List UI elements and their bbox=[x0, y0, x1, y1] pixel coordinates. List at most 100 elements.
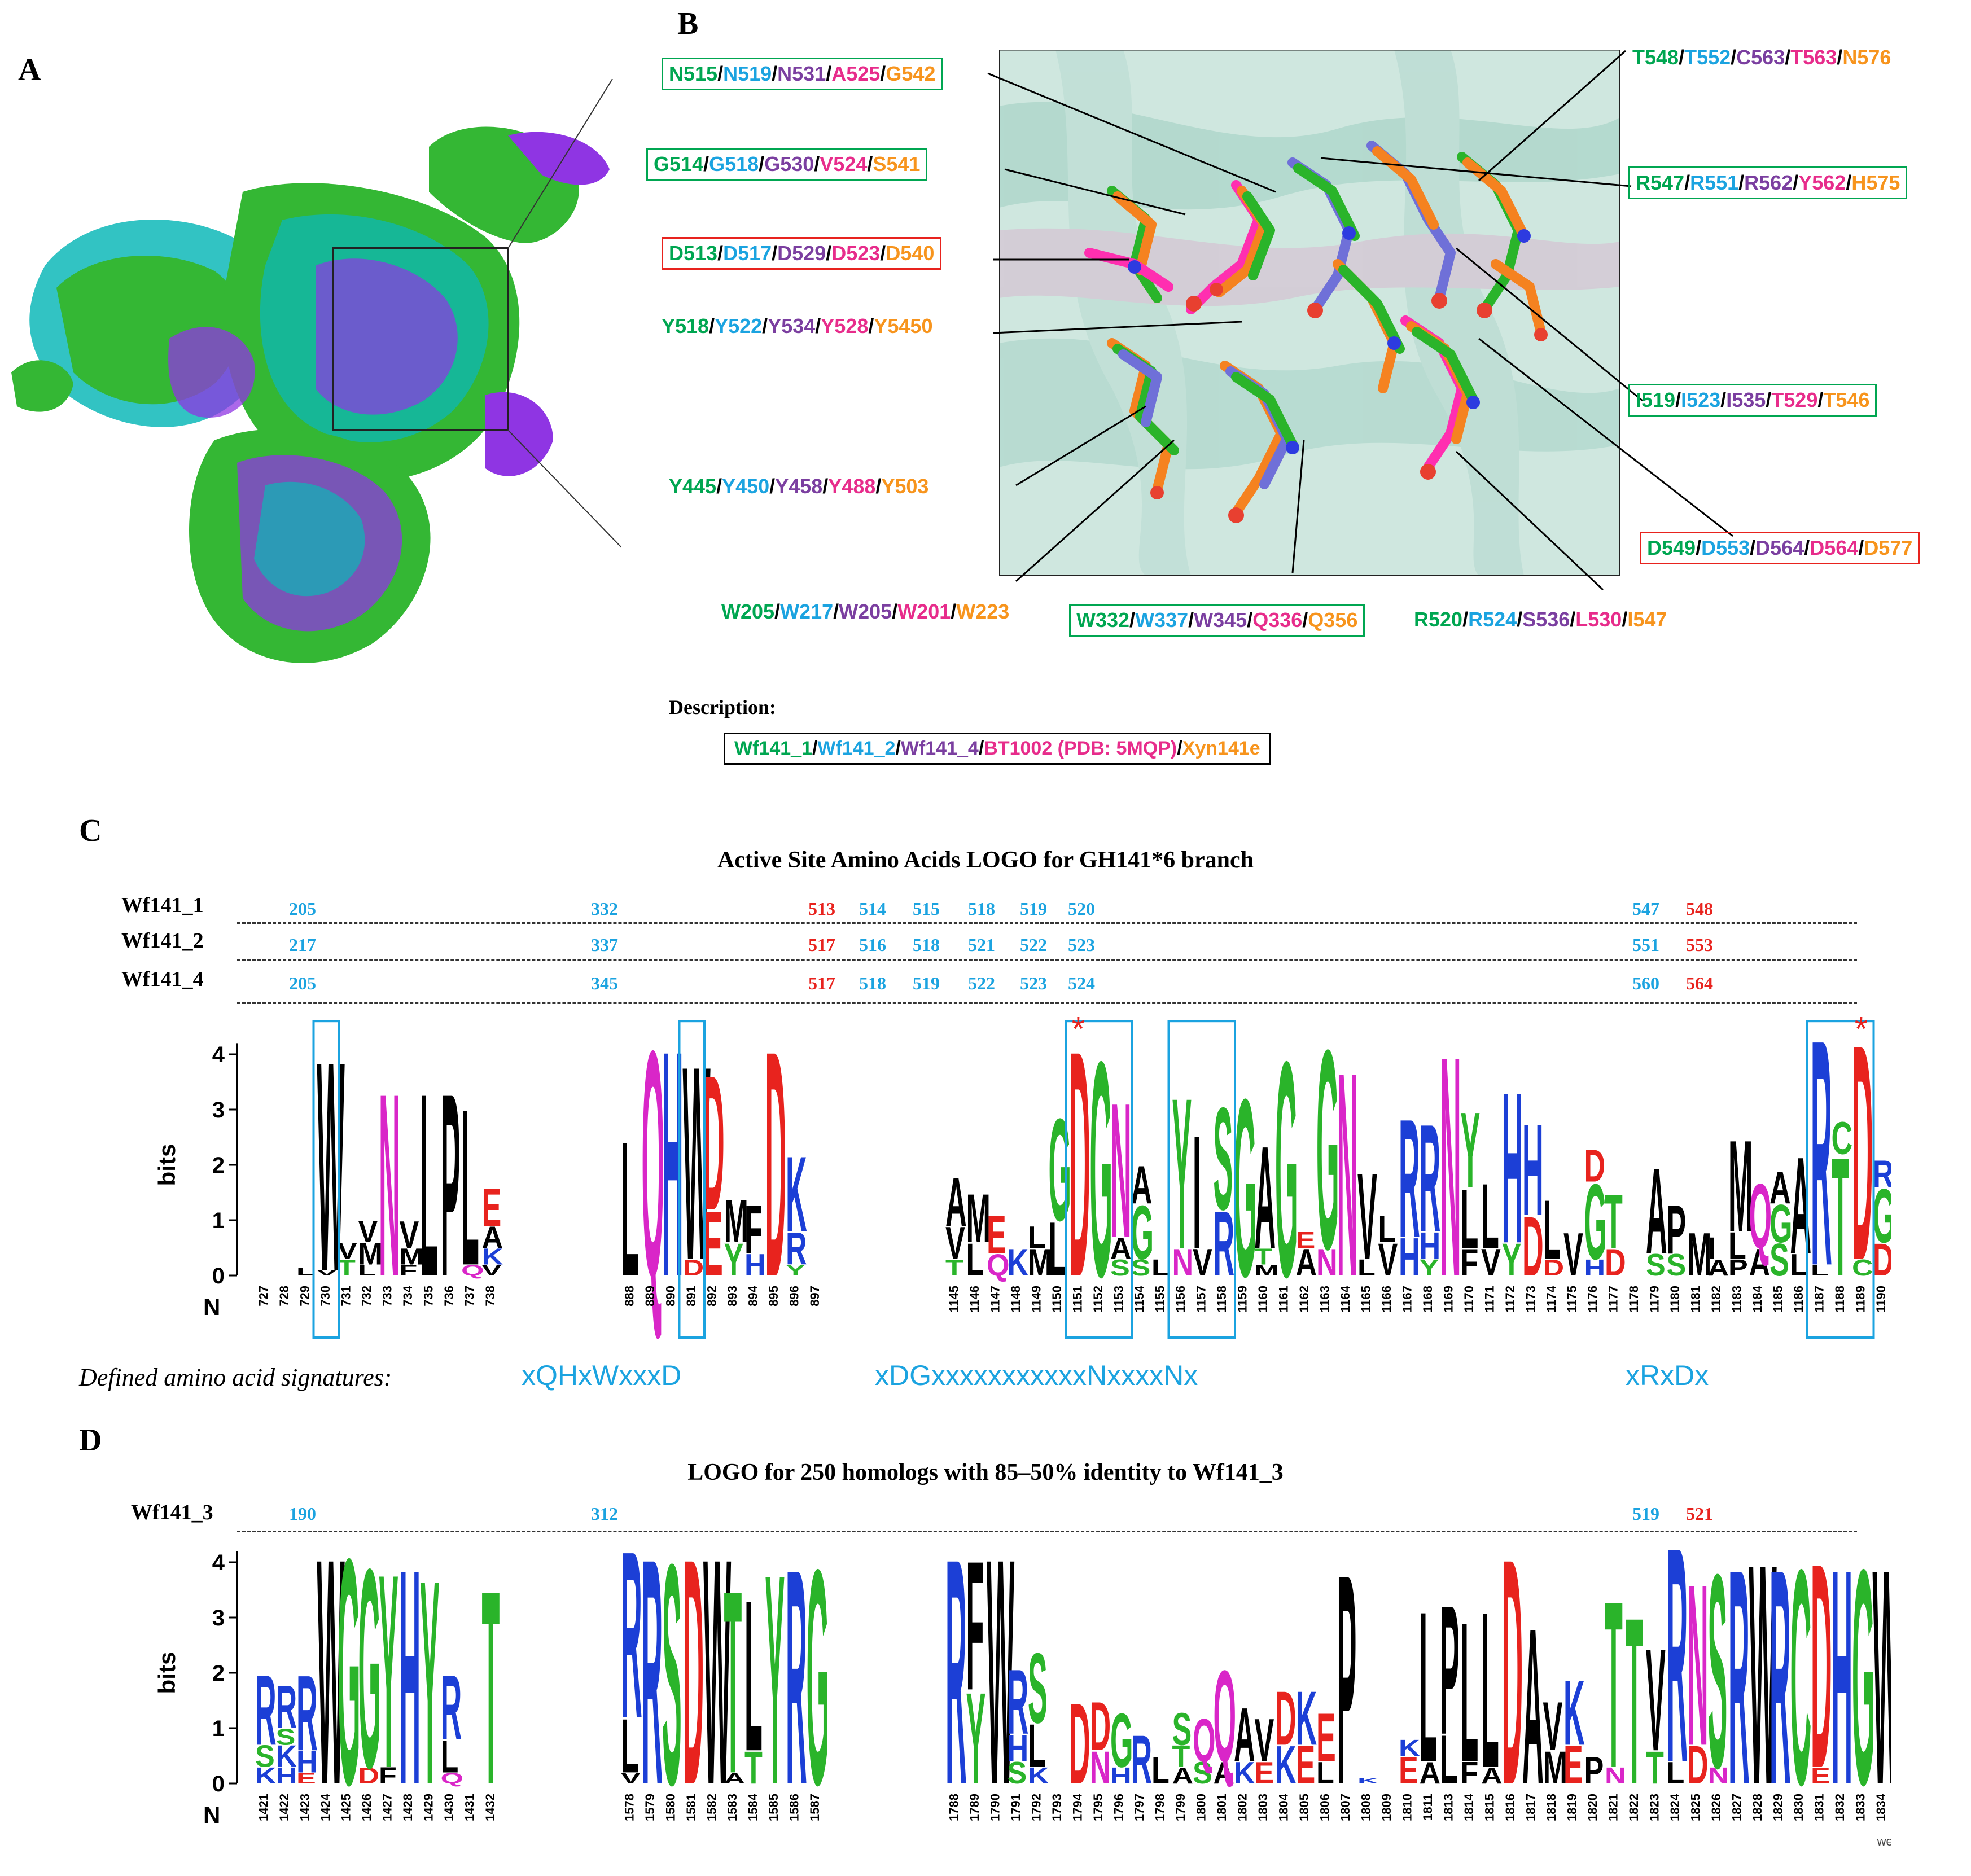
position-label: 1793 bbox=[1050, 1794, 1064, 1821]
position-label: 1791 bbox=[1009, 1794, 1023, 1821]
signature-label: Defined amino acid signatures: bbox=[79, 1364, 392, 1391]
logo-letter: T bbox=[1605, 1551, 1623, 1818]
logo-letter: S bbox=[1667, 1248, 1687, 1282]
logo-letter: K bbox=[786, 1134, 807, 1255]
logo-letter: M bbox=[1255, 1261, 1279, 1279]
logo-letter: Q bbox=[441, 1769, 464, 1787]
position-label: 1424 bbox=[318, 1793, 332, 1821]
position-label: 1825 bbox=[1688, 1794, 1702, 1821]
position-label: 1797 bbox=[1132, 1794, 1146, 1821]
residue-number: 523 bbox=[1068, 935, 1095, 955]
position-label: 1808 bbox=[1359, 1794, 1373, 1821]
logo-letter: D bbox=[683, 1546, 704, 1853]
position-label: 735 bbox=[421, 1286, 435, 1307]
logo-letter: G bbox=[1584, 1162, 1608, 1282]
position-label: 1578 bbox=[622, 1794, 636, 1821]
residue-label-r547: R547/R551/R562/Y562/H575 bbox=[1628, 166, 1908, 199]
logo-letter: V bbox=[1193, 1241, 1212, 1283]
residue-number: 518 bbox=[913, 935, 940, 955]
logo-letter: N bbox=[1172, 1241, 1194, 1283]
logo-letter: F bbox=[966, 1546, 984, 1729]
position-label: 1177 bbox=[1606, 1286, 1620, 1313]
position-label: 893 bbox=[725, 1286, 739, 1307]
position-label: 1583 bbox=[725, 1794, 739, 1821]
position-label: 1145 bbox=[947, 1286, 961, 1313]
position-label: 1175 bbox=[1565, 1286, 1579, 1313]
residue-number: 519 bbox=[1632, 1504, 1659, 1524]
logo-letter: W bbox=[317, 1546, 345, 1853]
position-label: 737 bbox=[462, 1286, 476, 1307]
logo-letter: V bbox=[1378, 1234, 1398, 1286]
position-label: 1828 bbox=[1750, 1794, 1764, 1821]
logo-letter: Q bbox=[642, 1016, 665, 1345]
position-label: 1189 bbox=[1853, 1286, 1867, 1313]
catalytic-star: * bbox=[1072, 1016, 1085, 1048]
logo-letter: D bbox=[1522, 1199, 1544, 1294]
logo-letter: L bbox=[1028, 1712, 1046, 1781]
logo-letter: Y bbox=[765, 1546, 785, 1847]
position-label: 731 bbox=[339, 1286, 353, 1307]
logo-letter: R bbox=[296, 1653, 318, 1773]
logo-letter: L bbox=[296, 1265, 314, 1278]
position-label: 1151 bbox=[1070, 1286, 1084, 1313]
residue-number: 515 bbox=[913, 898, 940, 919]
residue-number: 521 bbox=[1686, 1504, 1713, 1524]
logo-letter: L bbox=[1790, 1248, 1808, 1282]
logo-letter: T bbox=[1605, 1178, 1623, 1264]
position-label: 1816 bbox=[1503, 1794, 1517, 1821]
position-label: 1581 bbox=[684, 1794, 698, 1821]
position-label: 891 bbox=[684, 1286, 698, 1307]
position-label: 1171 bbox=[1482, 1286, 1496, 1313]
residue-number: 518 bbox=[968, 898, 995, 919]
logo-letter: R bbox=[1131, 1721, 1153, 1798]
logo-letter: A bbox=[1172, 1763, 1194, 1788]
logo-letter: Q bbox=[987, 1248, 1010, 1282]
logo-letter: L bbox=[1461, 1172, 1479, 1266]
logo-letter: T bbox=[338, 1255, 356, 1280]
logo-letter: A bbox=[1646, 1142, 1667, 1279]
logo-letter: T bbox=[1172, 1740, 1190, 1774]
logo-letter: D bbox=[1873, 1234, 1891, 1286]
residue-number: 513 bbox=[808, 898, 835, 919]
logo-letter: E bbox=[1255, 1756, 1274, 1790]
logo-letter: V bbox=[400, 1213, 419, 1256]
logo-letter: V bbox=[1646, 1618, 1666, 1782]
logo-letter: Y bbox=[1502, 1234, 1522, 1286]
position-label: 1586 bbox=[787, 1794, 801, 1821]
residue-label-w332: W332/W337/W345/Q336/Q356 bbox=[1069, 604, 1365, 637]
position-label: 1182 bbox=[1709, 1286, 1723, 1313]
logo-letter: L bbox=[1151, 1748, 1170, 1791]
panel-c-title: Active Site Amino Acids LOGO for GH141*6… bbox=[717, 847, 1254, 873]
logo-letter: S bbox=[1131, 1255, 1151, 1280]
logo-letter: S bbox=[662, 1546, 682, 1850]
logo-letter: N bbox=[1708, 1763, 1729, 1788]
logo-letter: K bbox=[1275, 1735, 1297, 1795]
y-tick-label: 3 bbox=[212, 1606, 225, 1630]
logo-letter: A bbox=[1522, 1581, 1544, 1831]
logo-letter: L bbox=[1811, 1261, 1829, 1279]
logo-letter: E bbox=[1296, 1735, 1316, 1795]
y-tick-label: 1 bbox=[212, 1716, 225, 1741]
logo-letter: C bbox=[1790, 1546, 1812, 1848]
position-label: 1432 bbox=[483, 1794, 497, 1821]
position-label: 1831 bbox=[1812, 1794, 1826, 1821]
logo-letter: Y bbox=[420, 1546, 440, 1846]
logo-letter: D bbox=[1605, 1241, 1626, 1283]
position-label: 1814 bbox=[1462, 1793, 1476, 1821]
logo-letter: F bbox=[1461, 1241, 1479, 1283]
position-label: 1820 bbox=[1585, 1794, 1600, 1821]
position-label: 1821 bbox=[1606, 1794, 1620, 1821]
position-label: 1426 bbox=[360, 1794, 374, 1821]
position-label: 1582 bbox=[704, 1794, 719, 1821]
position-label: 896 bbox=[787, 1286, 801, 1307]
y-tick-label: 1 bbox=[212, 1208, 225, 1233]
signature-2: xDGxxxxxxxxxxxNxxxxNx bbox=[875, 1360, 1198, 1391]
logo-letter: K bbox=[276, 1740, 297, 1774]
logo-letter: L bbox=[1481, 1164, 1499, 1268]
position-label: 1181 bbox=[1688, 1286, 1702, 1313]
position-label: 1585 bbox=[766, 1794, 781, 1821]
logo-letter: S bbox=[1028, 1632, 1048, 1744]
position-label: 1800 bbox=[1194, 1794, 1208, 1821]
logo-letter: L bbox=[441, 1730, 459, 1782]
